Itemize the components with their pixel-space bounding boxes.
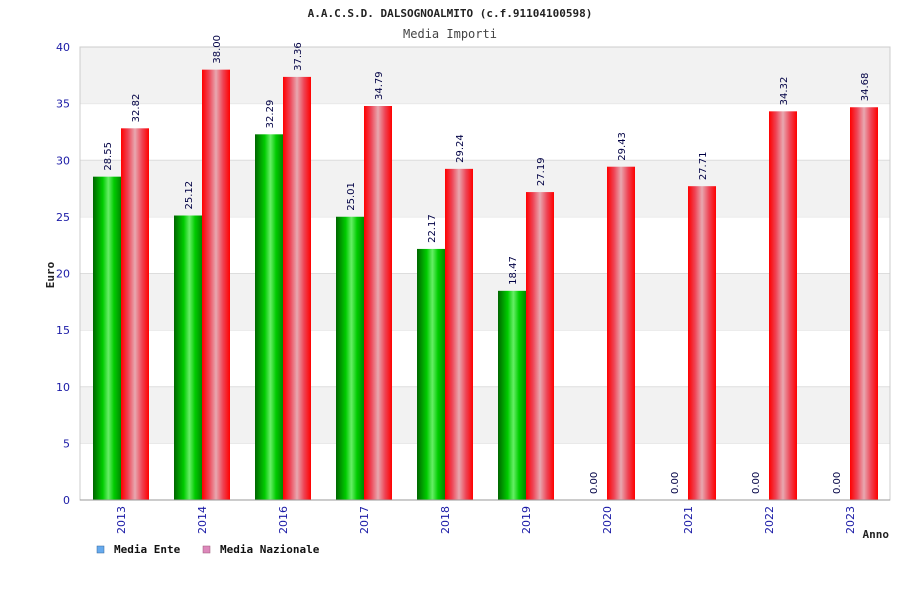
y-tick-label: 10 bbox=[56, 381, 70, 394]
x-tick-label: 2023 bbox=[844, 506, 857, 534]
bar-value-label: 0.00 bbox=[832, 472, 843, 494]
y-tick-label: 0 bbox=[63, 494, 70, 507]
bar-media-ente bbox=[498, 290, 526, 500]
bar-value-label: 0.00 bbox=[751, 472, 762, 494]
x-tick-label: 2017 bbox=[358, 506, 371, 534]
bar-value-label: 0.00 bbox=[670, 472, 681, 494]
bar-media-nazionale bbox=[121, 128, 149, 500]
bar-media-nazionale bbox=[283, 76, 311, 500]
y-tick-label: 35 bbox=[56, 98, 70, 111]
x-tick-label: 2022 bbox=[763, 506, 776, 534]
x-tick-label: 2013 bbox=[115, 506, 128, 534]
y-tick-label: 40 bbox=[56, 41, 70, 54]
bar-value-label: 0.00 bbox=[589, 472, 600, 494]
bar-value-label: 18.47 bbox=[508, 256, 519, 285]
bar-media-ente bbox=[93, 176, 121, 500]
bar-media-nazionale bbox=[688, 186, 716, 500]
bars bbox=[93, 69, 878, 501]
bar-value-label: 34.79 bbox=[374, 71, 385, 100]
bar-value-label: 29.43 bbox=[617, 132, 628, 161]
bar-value-label: 37.36 bbox=[293, 42, 304, 71]
bar-value-label: 34.68 bbox=[860, 73, 871, 102]
bar-value-label: 38.00 bbox=[212, 35, 223, 64]
legend-swatch-media-nazionale bbox=[202, 545, 211, 554]
y-tick-label: 25 bbox=[56, 211, 70, 224]
bar-media-ente bbox=[336, 216, 364, 500]
x-tick-label: 2018 bbox=[439, 506, 452, 534]
x-tick-label: 2016 bbox=[277, 506, 290, 534]
y-tick-label: 5 bbox=[63, 437, 70, 450]
bar-value-labels: 28.55 32.82 25.12 38.00 32.29 37.36 25.01 34.79… bbox=[103, 35, 871, 494]
x-tick-label: 2014 bbox=[196, 506, 209, 534]
x-tick-label: 2020 bbox=[601, 506, 614, 534]
y-tick-label: 20 bbox=[56, 268, 70, 281]
legend-label-media-nazionale: Media Nazionale bbox=[220, 543, 320, 556]
bar-value-label: 25.01 bbox=[346, 182, 357, 211]
bar-value-label: 27.71 bbox=[698, 152, 709, 181]
chart-title: A.A.C.S.D. DALSOGNOALMITO (c.f.911041005… bbox=[308, 7, 593, 20]
chart-subtitle: Media Importi bbox=[403, 27, 497, 41]
bar-value-label: 25.12 bbox=[184, 181, 195, 210]
x-axis-label: Anno bbox=[863, 528, 890, 541]
bar-value-label: 28.55 bbox=[103, 142, 114, 171]
bar-media-nazionale bbox=[607, 166, 635, 500]
bar-media-ente bbox=[417, 248, 445, 500]
y-axis-ticks: 0 5 10 15 20 25 30 35 40 bbox=[56, 41, 70, 507]
bar-media-ente bbox=[255, 134, 283, 501]
bar-media-nazionale bbox=[769, 111, 797, 501]
x-tick-label: 2021 bbox=[682, 506, 695, 534]
bar-media-nazionale bbox=[202, 69, 230, 501]
x-tick-label: 2019 bbox=[520, 506, 533, 534]
grid-band bbox=[80, 47, 890, 104]
y-axis-label: Euro bbox=[44, 261, 57, 288]
legend-label-media-ente: Media Ente bbox=[114, 543, 181, 556]
bar-value-label: 34.32 bbox=[779, 77, 790, 106]
bar-media-nazionale bbox=[526, 192, 554, 501]
bar-value-label: 29.24 bbox=[455, 134, 466, 163]
bar-value-label: 32.82 bbox=[131, 94, 142, 123]
bar-media-nazionale bbox=[850, 107, 878, 501]
bar-value-label: 22.17 bbox=[427, 214, 438, 243]
y-tick-label: 15 bbox=[56, 324, 70, 337]
bar-value-label: 32.29 bbox=[265, 100, 276, 129]
bar-media-nazionale bbox=[445, 168, 473, 500]
bar-media-nazionale bbox=[364, 106, 392, 501]
y-tick-label: 30 bbox=[56, 154, 70, 167]
bar-value-label: 27.19 bbox=[536, 157, 547, 186]
x-axis-ticks: 2013 2014 2016 2017 2018 2019 2020 2021 2022 2023 bbox=[115, 506, 857, 534]
bar-media-ente bbox=[174, 215, 202, 501]
legend: Media Ente Media Nazionale bbox=[96, 543, 320, 556]
grid-band bbox=[80, 160, 890, 217]
legend-swatch-media-ente bbox=[96, 545, 105, 554]
